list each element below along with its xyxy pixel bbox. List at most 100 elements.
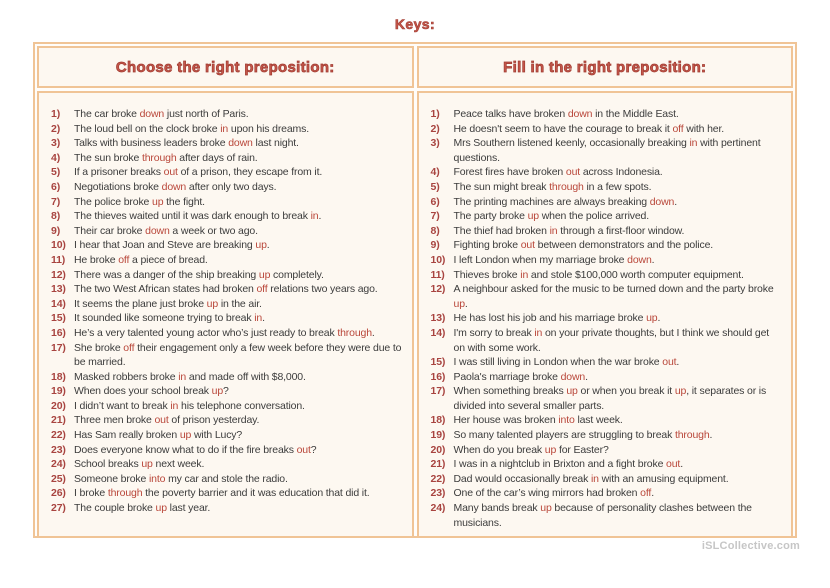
item-number: 16) [430,370,446,383]
sentence-item: 1) The car broke down just north of Paris… [51,107,404,122]
item-number: 15) [51,312,66,325]
sentence-item: 20) I didn’t want to break in his telepho… [51,399,404,414]
sentence-item: 26) I broke through the poverty barrier a… [51,486,404,501]
item-number: 16) [51,326,66,339]
item-text: Three men broke out of prison yesterday. [74,414,260,427]
item-number: 20) [51,399,66,412]
answer-preposition: up [674,385,687,398]
answer-preposition: off [118,253,130,266]
item-number: 14) [430,326,446,339]
answer-preposition: up [566,385,578,398]
sentence-item: 12) A neighbour asked for the music to be… [431,282,784,311]
answer-preposition: up [527,210,540,223]
answer-preposition: in [534,326,543,339]
answer-preposition: through [549,180,584,193]
item-text: Thieves broke in and stole $100,000 wort… [453,268,744,281]
answer-preposition: off [672,122,684,135]
sentence-item: 23) One of the car’s wing mirrors had bro… [431,486,784,501]
sentence-item: 16) He’s a very talented young actor who’… [51,326,404,341]
item-number: 7) [51,195,61,208]
item-text: He doesn't seem to have the courage to b… [453,122,725,135]
item-number: 1) [51,108,61,120]
item-text: The party broke up when the police arriv… [453,210,650,223]
item-number: 24) [430,502,446,515]
item-number: 22) [430,472,446,485]
answer-preposition: up [206,297,219,310]
answer-preposition: into [558,414,575,427]
item-number: 27) [51,502,66,515]
sentence-item: 21) Three men broke out of prison yesterd… [51,413,404,428]
item-text: Paola's marriage broke down. [453,370,589,383]
answer-preposition: up [544,443,557,456]
answer-preposition: up [141,458,153,471]
sentence-list-fill: 1) Peace talks have broken down in the Mi… [431,107,784,530]
item-text: I broke through the poverty barrier and … [74,487,370,500]
item-text: The thief had broken in through a first-… [453,224,685,237]
answer-preposition: in [310,210,319,223]
item-text: Dad would occasionally break in with an … [453,472,729,485]
sentence-item: 13) He has lost his job and his marriage … [431,311,784,326]
sentence-item: 15) I was still living in London when the… [431,355,784,370]
sentence-item: 17) When something breaks up or when you … [431,384,784,413]
item-text: Masked robbers broke in and made off wit… [74,370,306,383]
sentence-item: 14) It seems the plane just broke up in t… [51,297,404,312]
item-number: 24) [51,458,66,471]
item-number: 21) [430,458,446,471]
item-text: The printing machines are always breakin… [453,195,678,208]
answer-preposition: off [256,283,268,296]
item-number: 4) [51,151,61,164]
sentence-item: 19) When does your school break up? [51,384,404,399]
sentence-item: 8) The thief had broken in through a firs… [431,224,784,239]
item-number: 11) [51,253,66,266]
sentence-item: 7) The police broke up the fight. [51,195,404,210]
item-text: I didn’t want to break in his telephone … [74,399,305,412]
item-text: There was a danger of the ship breaking … [74,268,324,281]
answer-preposition: out [296,443,311,456]
answer-preposition: up [211,385,224,398]
answer-preposition: through [674,429,710,442]
answer-preposition: through [107,487,143,500]
answer-preposition: in [220,122,229,135]
answer-preposition: out [662,356,677,369]
item-text: Fighting broke out between demonstrators… [453,239,714,252]
sentence-item: 11) He broke off a piece of bread. [51,253,404,268]
item-number: 2) [430,122,440,135]
answer-preposition: down [560,370,586,383]
item-text: If a prisoner breaks out of a prison, th… [74,166,323,179]
sentence-item: 4) The sun broke through after days of ra… [51,151,404,166]
item-number: 8) [51,210,61,223]
answer-preposition: through [141,151,177,164]
sentence-item: 24) Many bands break up because of person… [431,501,784,530]
answer-preposition: up [152,195,164,208]
item-text: The car broke down just north of Paris. [74,108,249,120]
item-number: 12) [430,283,446,296]
item-text: She broke off their engagement only a fe… [74,341,402,369]
sentence-item: 22) Has Sam really broken up with Lucy? [51,428,404,443]
item-number: 21) [51,414,66,427]
item-text: I left London when my marriage broke dow… [453,253,655,266]
sentence-item: 9) Fighting broke out between demonstrato… [431,238,784,253]
item-text: He has lost his job and his marriage bro… [453,312,661,325]
watermark: iSLCollective.com [701,540,800,552]
item-number: 23) [51,443,66,456]
sentence-item: 24) School breaks up next week. [51,457,404,472]
sentence-item: 10) I hear that Joan and Steve are breaki… [51,238,404,253]
item-text: School breaks up next week. [74,458,205,471]
sentence-item: 11) Thieves broke in and stole $100,000 w… [431,268,784,283]
item-number: 10) [430,253,446,266]
answer-preposition: up [258,268,271,281]
answer-preposition: out [565,166,581,179]
answer-preposition: in [170,399,179,412]
item-text: I was in a nightclub in Brixton and a fi… [453,458,684,471]
answer-preposition: out [520,239,535,252]
sentence-item: 19) So many talented players are struggli… [431,428,784,443]
answer-preposition: in [590,472,599,485]
item-text: I hear that Joan and Steve are breaking … [74,239,270,252]
item-text: He’s a very talented young actor who’s j… [74,326,375,339]
item-number: 5) [51,166,61,179]
answer-preposition: down [139,108,165,120]
column-body-choose: 1) The car broke down just north of Paris… [37,91,414,539]
answer-preposition: in [520,268,529,281]
item-number: 25) [51,472,66,485]
